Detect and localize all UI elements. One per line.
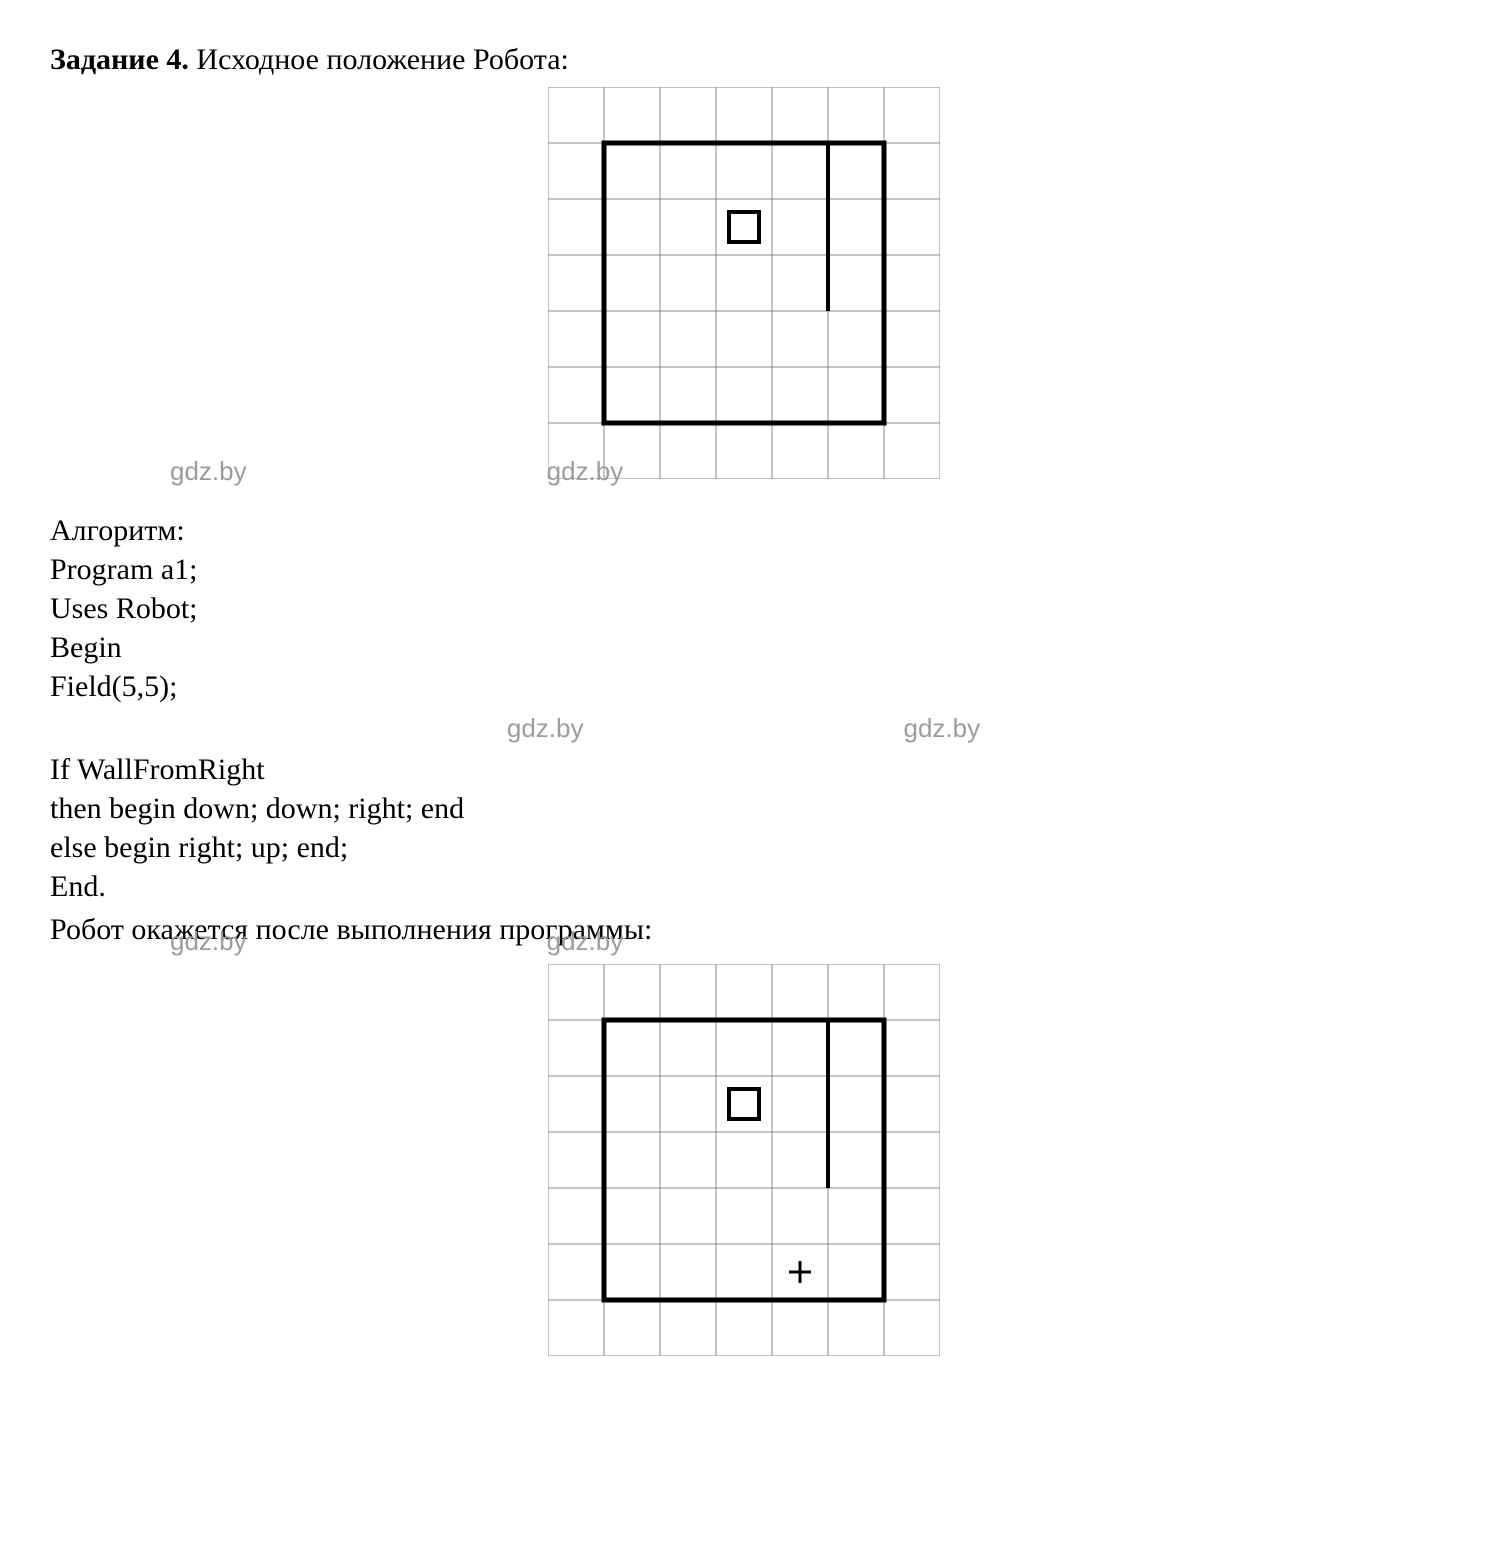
watermark-row-2: gdz.by gdz.by bbox=[50, 712, 1437, 746]
algo-line: Program a1; bbox=[50, 550, 1437, 589]
watermark: gdz.by bbox=[170, 925, 247, 959]
algorithm-heading: Алгоритм: bbox=[50, 511, 1437, 550]
grid-result-wrap bbox=[50, 964, 1437, 1356]
robot-grid-initial bbox=[548, 87, 940, 479]
algo-line: Uses Robot; bbox=[50, 589, 1437, 628]
algo-line: Field(5,5); bbox=[50, 667, 1437, 706]
watermark-row-1: gdz.by gdz.by bbox=[50, 455, 1437, 489]
task-subtitle: Исходное положение Робота: bbox=[189, 43, 569, 76]
robot-grid-result bbox=[548, 964, 940, 1356]
task-number: Задание 4. bbox=[50, 43, 189, 76]
watermark: gdz.by bbox=[170, 455, 247, 489]
algo-line: then begin down; down; right; end bbox=[50, 789, 1437, 828]
task-title: Задание 4. Исходное положение Робота: bbox=[50, 40, 1437, 79]
algo-line: End. bbox=[50, 867, 1437, 906]
algorithm-block: Алгоритм: Program a1; Uses Robot; Begin … bbox=[50, 511, 1437, 906]
watermark: gdz.by bbox=[547, 925, 624, 959]
grid-initial-wrap bbox=[50, 87, 1437, 479]
watermark: gdz.by bbox=[904, 712, 981, 746]
algo-line: If WallFromRight bbox=[50, 750, 1437, 789]
algo-line: else begin right; up; end; bbox=[50, 828, 1437, 867]
watermark: gdz.by bbox=[507, 712, 584, 746]
algo-line: Begin bbox=[50, 628, 1437, 667]
watermark: gdz.by bbox=[547, 455, 624, 489]
watermark-row-3: gdz.by gdz.by bbox=[50, 925, 1437, 959]
